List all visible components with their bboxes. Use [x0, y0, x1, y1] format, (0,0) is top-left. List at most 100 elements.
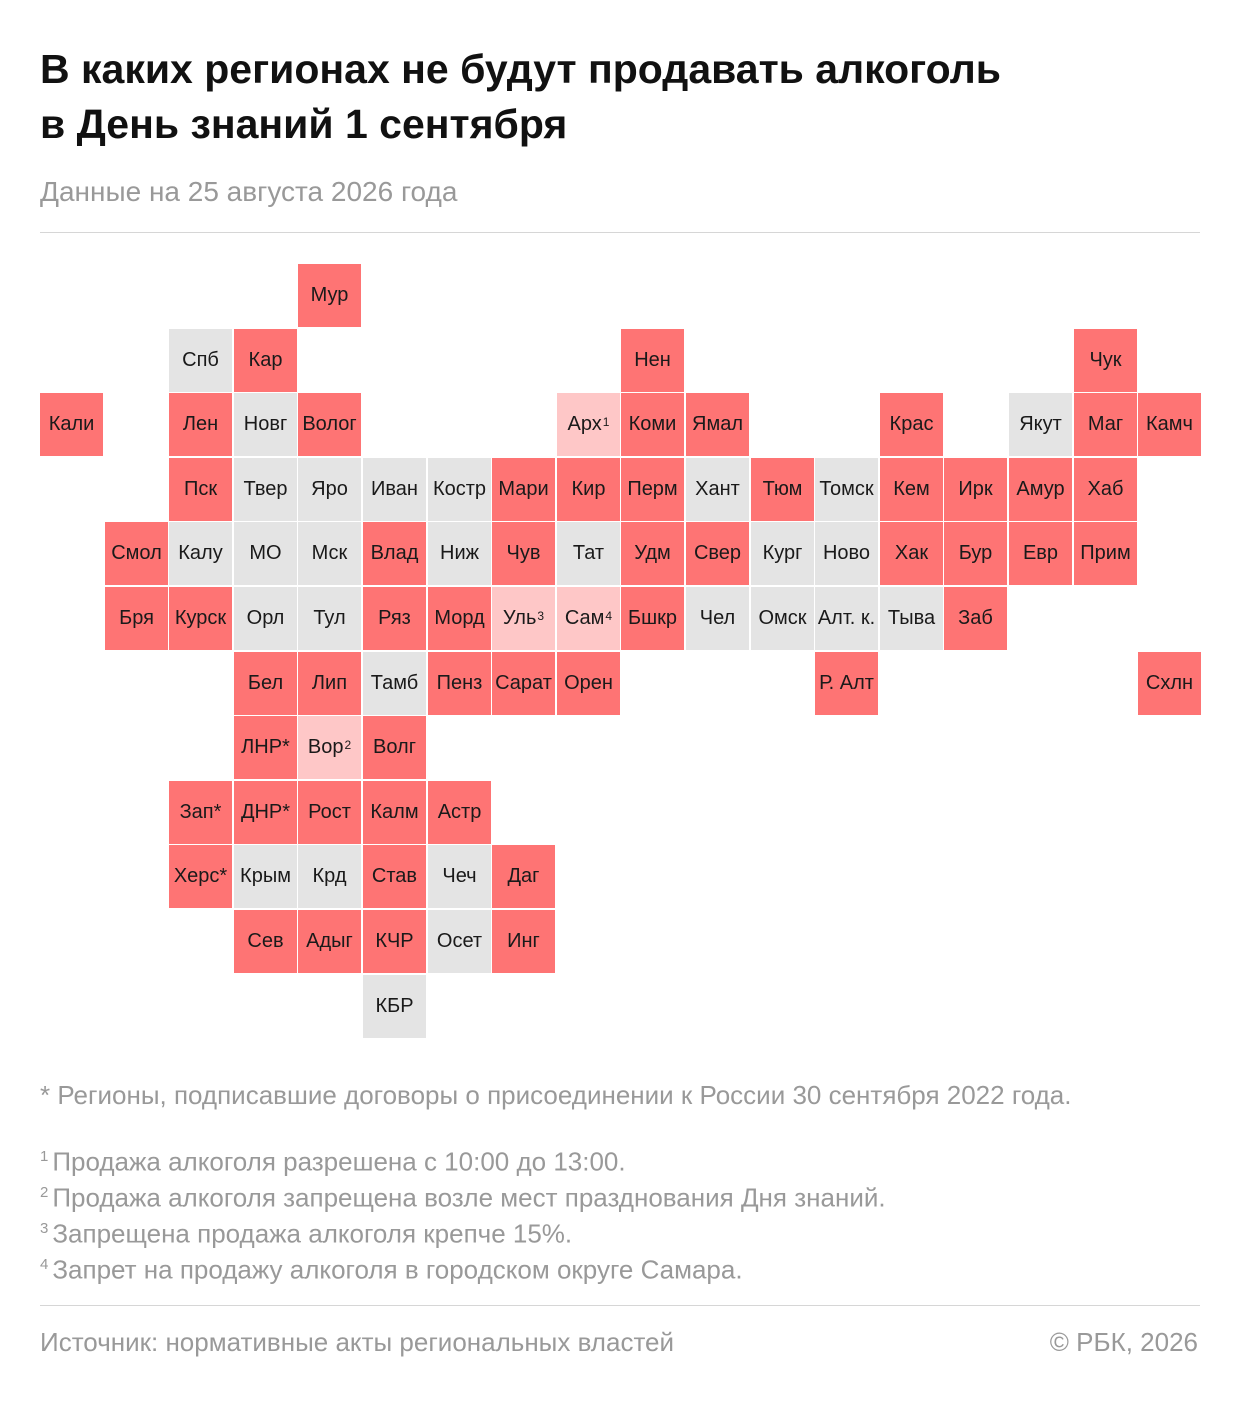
footnote-3-mark: 3 [40, 1220, 49, 1237]
region-label: Твер [243, 478, 288, 500]
region-tile: Пенз [428, 652, 491, 715]
region-tile: Тамб [363, 652, 426, 715]
region-label: Осет [436, 930, 483, 952]
footnote-1-text: Продажа алкоголя разрешена с 10:00 до 13… [52, 1146, 626, 1177]
region-tile: Томск [815, 458, 878, 521]
region-label: Волг [373, 736, 416, 758]
region-tile: Мари [492, 458, 555, 521]
region-tile: Кем [880, 458, 943, 521]
region-tile: Волг [363, 716, 426, 779]
region-label: Бшкр [627, 607, 678, 629]
region-label: Бур [958, 542, 993, 564]
region-label: Тат [572, 542, 605, 564]
region-label: Калм [370, 801, 419, 823]
region-tile: Хаб [1074, 458, 1137, 521]
region-label: Яро [311, 478, 348, 500]
region-label: Томск [819, 478, 874, 500]
region-label: Чел [699, 607, 736, 629]
region-tile: Влад [363, 522, 426, 585]
region-tile: Ниж [428, 522, 491, 585]
region-label: Лен [182, 413, 219, 435]
region-label: Р. Алт [819, 672, 874, 694]
region-label: Кали [48, 413, 95, 435]
region-label: Пск [183, 478, 218, 500]
tile-map: Мур Спб Кар Нен Чук Кали Лен Новг Волог Арх 1 Коми Я… [40, 264, 1201, 1038]
region-label: Коми [628, 413, 677, 435]
region-tile: Хак [880, 522, 943, 585]
region-tile: КЧР [363, 910, 426, 973]
region-tile: Новг [234, 393, 297, 456]
region-label: Мск [311, 542, 348, 564]
region-label: Новг [243, 413, 288, 435]
chart-title-line-1: В каких регионах не будут продавать алко… [40, 46, 1001, 92]
region-label: Ямал [692, 413, 743, 435]
chart-title: В каких регионах не будут продавать алко… [40, 42, 1210, 152]
region-label: Ирк [958, 478, 993, 500]
region-label: Орл [246, 607, 285, 629]
region-tile: Прим [1074, 522, 1137, 585]
region-tile: Сев [234, 910, 297, 973]
region-tile: Ряз [363, 587, 426, 650]
bottom-divider [40, 1305, 1200, 1306]
region-label: Тамб [370, 672, 419, 694]
region-tile: Астр [428, 781, 491, 844]
region-tile: Алт. к. [815, 587, 878, 650]
region-tile: Ямал [686, 393, 749, 456]
footnote-2-mark: 2 [40, 1184, 49, 1201]
region-tile: Тыва [880, 587, 943, 650]
footnote-2-text: Продажа алкоголя запрещена возле мест пр… [52, 1182, 886, 1213]
region-label: Влад [370, 542, 419, 564]
region-label: Иван [371, 478, 418, 500]
region-label: Кир [571, 478, 606, 500]
source-text: Источник: нормативные акты региональных … [40, 1327, 675, 1357]
region-tile: Пск [169, 458, 232, 521]
region-tile: Бшкр [621, 587, 684, 650]
region-tile: Даг [492, 845, 555, 908]
region-label: Якут [1019, 413, 1062, 435]
region-tile: Удм [621, 522, 684, 585]
region-label: Крым [240, 865, 291, 887]
region-label: Уль [502, 607, 537, 629]
region-tile: Крым [234, 845, 297, 908]
region-label: Хаб [1087, 478, 1124, 500]
region-tile: Лен [169, 393, 232, 456]
region-tile: Р. Алт [815, 652, 878, 715]
region-tile: Якут [1009, 393, 1072, 456]
region-tile: Хант [686, 458, 749, 521]
region-tile: Крас [880, 393, 943, 456]
region-label: Амур [1016, 478, 1065, 500]
region-footnote-mark: 2 [344, 737, 352, 752]
region-tile: Сарат [492, 652, 555, 715]
region-tile: Бур [944, 522, 1007, 585]
region-tile: Осет [428, 910, 491, 973]
region-label: Кем [893, 478, 930, 500]
region-tile: Бря [105, 587, 168, 650]
region-tile: Камч [1138, 393, 1201, 456]
region-tile: Мур [298, 264, 361, 327]
region-label: Ново [822, 542, 871, 564]
region-tile: Калу [169, 522, 232, 585]
region-tile: Адыг [298, 910, 361, 973]
region-tile: Вор 2 [298, 716, 361, 779]
region-label: Камч [1146, 413, 1193, 435]
region-label: Даг [507, 865, 540, 887]
region-label: ЛНР* [241, 736, 290, 758]
region-tile: Тюм [751, 458, 814, 521]
region-label: Кар [248, 349, 283, 371]
footnote-1: 1 Продажа алкоголя разрешена с 10:00 до 1… [40, 1139, 626, 1180]
chart-title-line-2: в День знаний 1 сентября [40, 101, 568, 147]
region-tile: Амур [1009, 458, 1072, 521]
region-label: Орен [564, 672, 613, 694]
region-label: Мур [310, 284, 349, 306]
region-label: Зап* [179, 801, 222, 823]
top-divider [40, 232, 1200, 233]
region-label: Рост [308, 801, 351, 823]
region-tile: Костр [428, 458, 491, 521]
region-tile: Схлн [1138, 652, 1201, 715]
region-label: Прим [1080, 542, 1131, 564]
region-label: Пенз [436, 672, 483, 694]
region-tile: Крд [298, 845, 361, 908]
region-label: Алт. к. [817, 607, 876, 629]
region-label: Спб [182, 349, 219, 371]
region-footnote-mark: 4 [605, 608, 613, 623]
